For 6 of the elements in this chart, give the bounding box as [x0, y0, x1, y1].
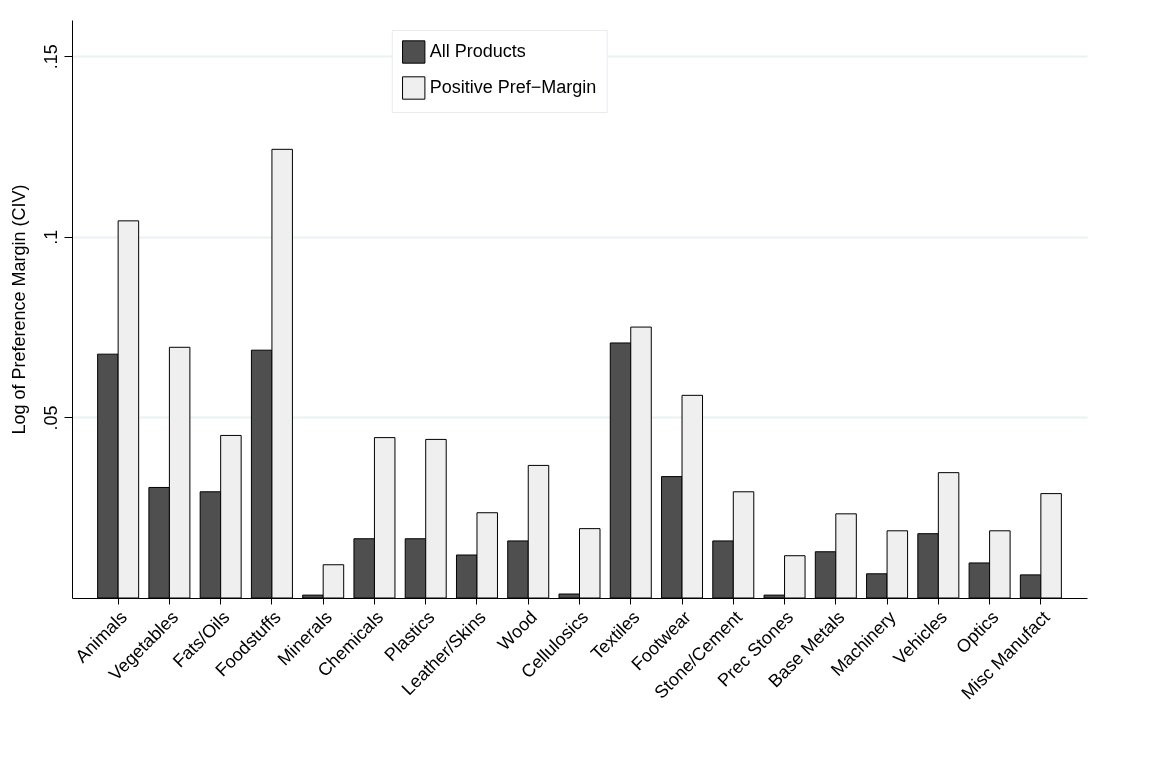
- y-tick-label: .05: [40, 405, 61, 431]
- legend-label: All Products: [429, 41, 526, 61]
- y-tick-label: .15: [40, 44, 61, 70]
- y-axis-title: Log of Preference Margin (CIV): [8, 184, 29, 435]
- legend-label: Positive Pref−Margin: [429, 77, 597, 97]
- y-tick-label: .1: [40, 229, 61, 245]
